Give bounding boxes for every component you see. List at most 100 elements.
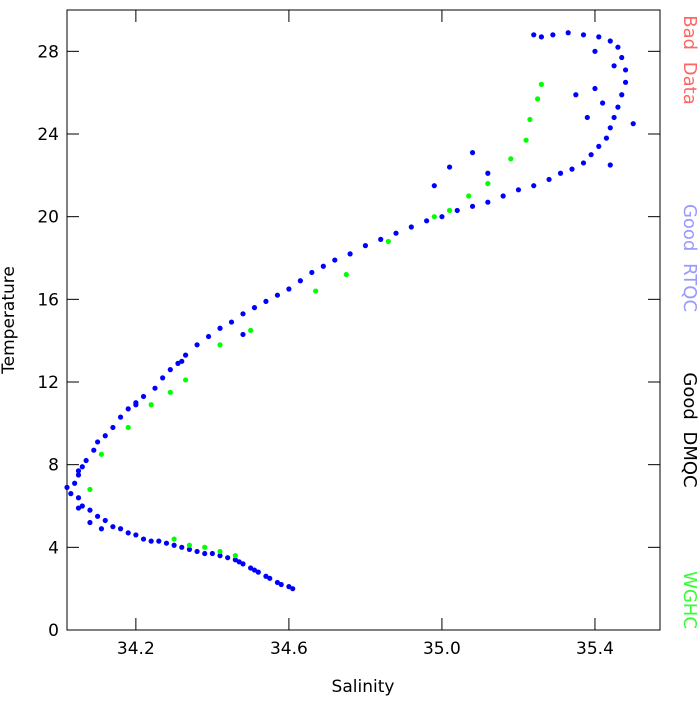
point bbox=[469, 203, 476, 209]
point bbox=[267, 575, 273, 581]
point bbox=[87, 519, 93, 526]
point bbox=[140, 393, 147, 400]
point bbox=[454, 207, 460, 214]
point bbox=[603, 135, 610, 141]
point bbox=[534, 96, 541, 102]
point bbox=[565, 30, 571, 36]
point bbox=[508, 156, 514, 162]
point bbox=[240, 311, 246, 317]
point bbox=[156, 538, 162, 544]
point bbox=[236, 559, 242, 565]
point bbox=[167, 389, 173, 395]
point bbox=[309, 269, 315, 276]
point bbox=[95, 513, 101, 519]
point bbox=[194, 548, 200, 555]
point bbox=[167, 367, 173, 373]
point bbox=[515, 187, 522, 193]
point bbox=[217, 553, 223, 559]
legend-entry: Good RTQC bbox=[679, 204, 700, 312]
y-tick-label: 0 bbox=[48, 621, 59, 641]
point bbox=[611, 114, 617, 121]
point bbox=[102, 517, 108, 524]
point bbox=[163, 540, 170, 546]
point bbox=[343, 271, 349, 278]
y-tick-label: 12 bbox=[37, 373, 59, 393]
point bbox=[72, 480, 78, 486]
point bbox=[152, 385, 158, 391]
legend-entry: Good DMQC bbox=[679, 372, 700, 487]
point bbox=[408, 224, 414, 230]
point bbox=[622, 67, 629, 73]
point bbox=[274, 579, 281, 586]
point bbox=[485, 170, 491, 176]
point bbox=[171, 536, 177, 542]
point bbox=[255, 569, 261, 575]
point bbox=[569, 166, 575, 172]
point bbox=[125, 424, 131, 431]
point bbox=[263, 298, 269, 304]
point bbox=[290, 586, 296, 592]
y-tick-label: 4 bbox=[48, 538, 59, 558]
point bbox=[205, 333, 212, 340]
point bbox=[225, 555, 231, 561]
point bbox=[87, 486, 93, 493]
point bbox=[362, 243, 369, 249]
point bbox=[580, 160, 587, 166]
point bbox=[588, 152, 594, 158]
point bbox=[332, 257, 338, 263]
point bbox=[263, 573, 269, 579]
point bbox=[611, 63, 617, 69]
point bbox=[286, 286, 292, 292]
point bbox=[186, 546, 193, 553]
point bbox=[297, 278, 303, 284]
point bbox=[98, 451, 105, 457]
x-tick-label: 34.6 bbox=[270, 639, 308, 659]
point bbox=[179, 544, 185, 550]
point bbox=[446, 207, 453, 214]
point bbox=[385, 238, 391, 245]
point bbox=[557, 170, 564, 176]
point bbox=[607, 38, 613, 44]
point bbox=[600, 100, 606, 106]
point bbox=[175, 360, 181, 366]
point bbox=[619, 54, 625, 61]
point bbox=[75, 505, 82, 511]
x-tick-label: 34.2 bbox=[117, 639, 155, 659]
point bbox=[83, 457, 89, 464]
point bbox=[117, 526, 124, 532]
legend-entry: Bad Data bbox=[679, 15, 700, 105]
point bbox=[68, 491, 74, 497]
point bbox=[531, 32, 537, 38]
y-tick-label: 28 bbox=[37, 42, 59, 62]
point bbox=[622, 79, 629, 85]
point bbox=[546, 176, 552, 183]
point bbox=[133, 402, 139, 408]
point bbox=[75, 468, 82, 474]
point bbox=[615, 44, 621, 50]
point bbox=[446, 164, 453, 170]
point bbox=[630, 121, 636, 127]
point bbox=[485, 181, 491, 187]
x-tick-label: 35.4 bbox=[576, 639, 614, 659]
point bbox=[596, 34, 602, 40]
point bbox=[251, 567, 258, 573]
point bbox=[140, 536, 147, 542]
point bbox=[286, 584, 292, 590]
point bbox=[619, 92, 625, 98]
y-axis-label: Temperature bbox=[0, 266, 19, 375]
y-tick-label: 24 bbox=[37, 125, 59, 145]
point bbox=[538, 81, 545, 87]
y-tick-label: 16 bbox=[37, 290, 59, 310]
point bbox=[160, 375, 166, 381]
point bbox=[240, 331, 246, 338]
point bbox=[592, 85, 598, 92]
point bbox=[202, 550, 208, 557]
point bbox=[251, 305, 258, 311]
point bbox=[531, 183, 537, 189]
plot-frame bbox=[66, 9, 661, 631]
point bbox=[248, 327, 254, 333]
point bbox=[179, 358, 185, 364]
point bbox=[607, 162, 613, 168]
point bbox=[573, 92, 579, 98]
point bbox=[466, 193, 472, 199]
